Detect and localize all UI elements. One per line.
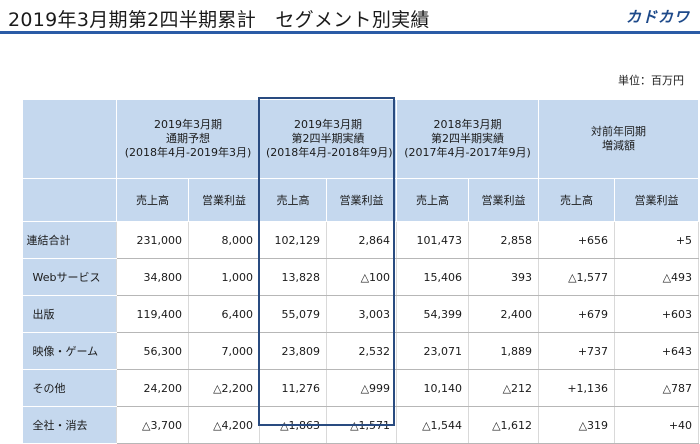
metric-header: 営業利益 xyxy=(468,178,540,222)
table-cell: 2,864 xyxy=(326,221,398,259)
table-cell: 3,003 xyxy=(326,295,398,333)
row-label: 全社・消去 xyxy=(22,406,117,444)
period-header-line: 2019年3月期 xyxy=(294,118,363,131)
metric-header: 売上高 xyxy=(396,178,470,222)
table-cell: 55,079 xyxy=(259,295,328,333)
period-header-change: 対前年同期 増減額 xyxy=(538,99,700,179)
table-cell: 8,000 xyxy=(187,221,261,259)
period-header-forecast: 2019年3月期 通期予想 (2018年4月-2019年3月) xyxy=(115,99,261,179)
table-cell: 6,400 xyxy=(187,295,261,333)
table-cell: 119,400 xyxy=(116,295,189,333)
table-cell: 2,400 xyxy=(468,295,540,333)
unit-label: 単位：百万円 xyxy=(618,74,684,87)
table-cell: △1,544 xyxy=(396,406,470,444)
table-row: 全社・消去 △3,700 △4,200 △1,863 △1,571 △1,544… xyxy=(22,406,700,444)
table-cell: △319 xyxy=(538,406,616,444)
row-label: 映像・ゲーム xyxy=(22,332,117,370)
metric-header: 営業利益 xyxy=(614,178,700,222)
table-cell: △4,200 xyxy=(187,406,261,444)
table-cell: 2,532 xyxy=(326,332,398,370)
table-row: 連結合計 231,000 8,000 102,129 2,864 101,473… xyxy=(22,221,700,259)
period-header-prior: 2018年3月期 第2四半期実績 (2017年4月-2017年9月) xyxy=(396,99,540,179)
title-underline xyxy=(0,31,700,34)
table-cell: +643 xyxy=(614,332,700,370)
table-cell: 34,800 xyxy=(116,258,189,296)
table-cell: 11,276 xyxy=(259,369,328,407)
table-cell: 1,889 xyxy=(468,332,540,370)
table-cell: 102,129 xyxy=(259,221,328,259)
table-cell: 231,000 xyxy=(116,221,189,259)
table-cell: 10,140 xyxy=(396,369,470,407)
table-cell: 393 xyxy=(468,258,540,296)
table-cell: △1,571 xyxy=(326,406,398,444)
table-cell: +40 xyxy=(614,406,700,444)
table-cell: △1,863 xyxy=(259,406,328,444)
period-header-current: 2019年3月期 第2四半期実績 (2018年4月-2018年9月) xyxy=(259,99,398,179)
metric-header: 売上高 xyxy=(259,178,328,222)
metric-header: 営業利益 xyxy=(187,178,261,222)
row-label: 出版 xyxy=(22,295,117,333)
table-cell: 56,300 xyxy=(116,332,189,370)
metric-header: 売上高 xyxy=(116,178,189,222)
period-header-line: 通期予想 xyxy=(166,132,210,145)
metric-header: 売上高 xyxy=(538,178,616,222)
metric-header: 営業利益 xyxy=(326,178,398,222)
table-row: Webサービス 34,800 1,000 13,828 △100 15,406 … xyxy=(22,258,700,296)
row-label: Webサービス xyxy=(22,258,117,296)
table-cell: △2,200 xyxy=(187,369,261,407)
table-cell: 23,071 xyxy=(396,332,470,370)
period-header-row: 2019年3月期 通期予想 (2018年4月-2019年3月) 2019年3月期… xyxy=(22,99,700,179)
table-cell: 15,406 xyxy=(396,258,470,296)
table-cell: +5 xyxy=(614,221,700,259)
period-header-line: (2018年4月-2019年3月) xyxy=(124,146,252,159)
table-row: その他 24,200 △2,200 11,276 △999 10,140 △21… xyxy=(22,369,700,407)
period-header-line: 増減額 xyxy=(602,139,636,152)
segment-results-table: 2019年3月期 通期予想 (2018年4月-2019年3月) 2019年3月期… xyxy=(22,99,700,444)
table-cell: +1,136 xyxy=(538,369,616,407)
company-logo: カドカワ xyxy=(625,8,690,26)
table-row: 映像・ゲーム 56,300 7,000 23,809 2,532 23,071 … xyxy=(22,332,700,370)
table-cell: +679 xyxy=(538,295,616,333)
row-label: 連結合計 xyxy=(22,221,117,259)
table-cell: △493 xyxy=(614,258,700,296)
table-cell: 2,858 xyxy=(468,221,540,259)
table-cell: △3,700 xyxy=(116,406,189,444)
table-cell: 7,000 xyxy=(187,332,261,370)
table-cell: 23,809 xyxy=(259,332,328,370)
metric-header-row: 売上高 営業利益 売上高 営業利益 売上高 営業利益 売上高 営業利益 xyxy=(22,178,700,222)
table-cell: +603 xyxy=(614,295,700,333)
table-cell: △100 xyxy=(326,258,398,296)
period-header-line: (2017年4月-2017年9月) xyxy=(404,146,531,159)
table-row: 出版 119,400 6,400 55,079 3,003 54,399 2,4… xyxy=(22,295,700,333)
table-cell: △1,577 xyxy=(538,258,616,296)
period-header-line: 第2四半期実績 xyxy=(431,132,505,145)
period-header-line: 2019年3月期 xyxy=(154,118,222,131)
table-cell: △1,612 xyxy=(468,406,540,444)
table-cell: 24,200 xyxy=(116,369,189,407)
table-cell: △212 xyxy=(468,369,540,407)
row-label: その他 xyxy=(22,369,117,407)
table-cell: △787 xyxy=(614,369,700,407)
table-cell: 101,473 xyxy=(396,221,470,259)
period-header-line: 第2四半期実績 xyxy=(291,132,365,145)
table-cell: 13,828 xyxy=(259,258,328,296)
table-cell: 1,000 xyxy=(187,258,261,296)
period-header-line: 対前年同期 xyxy=(591,125,647,138)
table-cell: +656 xyxy=(538,221,616,259)
table-cell: 54,399 xyxy=(396,295,470,333)
page-title: 2019年3月期第2四半期累計 セグメント別実績 xyxy=(8,9,430,31)
period-header-line: 2018年3月期 xyxy=(433,118,502,131)
corner-cell xyxy=(22,99,117,179)
table-cell: +737 xyxy=(538,332,616,370)
corner-cell xyxy=(22,178,117,222)
period-header-line: (2018年4月-2018年9月) xyxy=(266,146,393,159)
table-cell: △999 xyxy=(326,369,398,407)
